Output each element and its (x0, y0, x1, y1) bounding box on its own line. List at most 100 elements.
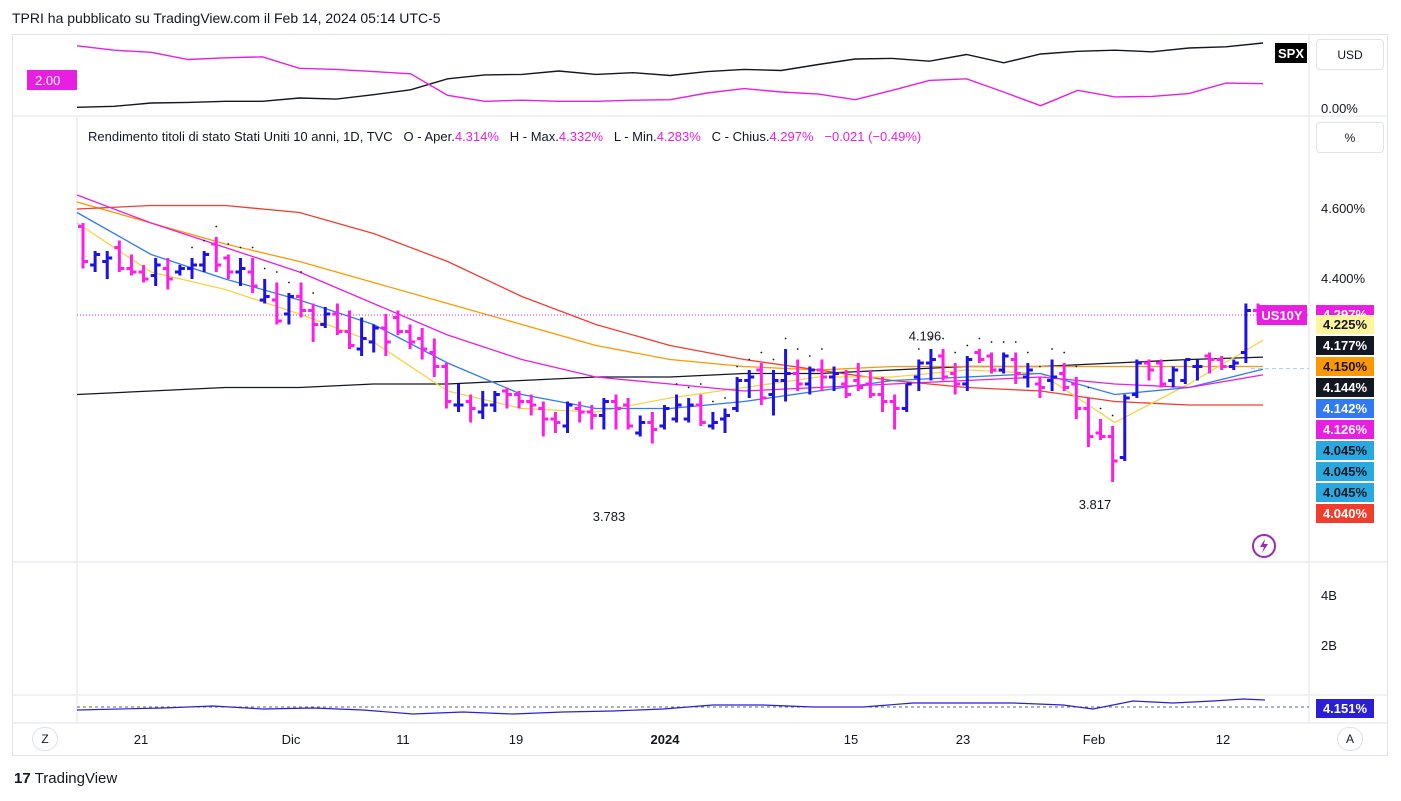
ohlc-bar (938, 349, 949, 381)
line-ema-10 (76, 222, 1264, 424)
ohlc-bar (150, 258, 161, 286)
sar-dot (760, 351, 763, 354)
sar-dot (699, 383, 702, 385)
line-sma-200 (76, 356, 1264, 396)
tradingview-logo-mark: 17 (14, 770, 31, 787)
ohlc-bar (1204, 352, 1215, 374)
extreme-annotation: 3.817 (1079, 497, 1112, 512)
sar-dot (966, 344, 969, 347)
ohlc-bar (296, 282, 307, 318)
ohlc-bar (780, 349, 791, 402)
spx-symbol-badge[interactable]: SPX (1275, 43, 1307, 63)
sar-dot (1111, 414, 1114, 417)
ohlc-bar (744, 370, 755, 398)
svg-text:4.144%: 4.144% (1323, 380, 1368, 395)
volume-tick-4b: 4B (1321, 588, 1337, 603)
ohlc-bar (1047, 359, 1058, 391)
symbol-tag: US10Y (1257, 305, 1307, 326)
indicator-value-label: 4.151% (1316, 699, 1374, 718)
sar-dot (917, 348, 920, 350)
time-axis-label: 23 (955, 732, 971, 747)
ohlc-bar (1192, 359, 1203, 381)
svg-text:4.040%: 4.040% (1323, 506, 1368, 521)
ohlc-bar (501, 387, 512, 409)
ohlc-bar (1131, 359, 1142, 398)
sar-dot (784, 337, 787, 340)
ohlc-bar (102, 251, 113, 279)
legend-open-label: O - Aper. (403, 129, 455, 144)
ohlc-bar (441, 363, 452, 409)
ohlc-bar (465, 394, 476, 423)
price-scale-label: 4.225% (1316, 315, 1374, 334)
line-ema-200 (76, 204, 1263, 406)
ohlc-bar (962, 356, 973, 391)
legend-low-label: L - Min. (613, 129, 657, 144)
ohlc-bar (477, 391, 488, 419)
sar-dot (300, 271, 302, 273)
line-ema-20 (76, 211, 1264, 410)
ohlc-bar (1010, 352, 1021, 384)
ohlc-bar (1228, 359, 1239, 370)
sar-dot (1039, 365, 1041, 368)
ohlc-bar (1240, 303, 1251, 363)
svg-text:4.177%: 4.177% (1323, 338, 1368, 353)
ohlc-bar (610, 394, 621, 430)
sar-dot (796, 348, 799, 350)
ohlc-bar (804, 366, 815, 395)
ohlc-bar (683, 398, 694, 423)
svg-text:4.126%: 4.126% (1323, 422, 1368, 437)
publish-header: TPRI ha pubblicato su TradingView.com il… (12, 10, 441, 26)
ohlc-bar (562, 401, 573, 433)
ohlc-bar (199, 251, 210, 272)
ohlc-bar (986, 352, 997, 374)
sar-dot (1075, 365, 1078, 368)
zoom-button[interactable]: Z (32, 727, 58, 751)
sar-dot (978, 337, 981, 340)
compare-left-badge: 2.00 (27, 70, 77, 90)
ohlc-bar (138, 265, 149, 283)
lightning-icon[interactable] (1251, 533, 1277, 559)
ohlc-bar (574, 401, 585, 423)
sar-dot (1014, 341, 1017, 343)
ohlc-bar (90, 251, 101, 272)
svg-text:4.045%: 4.045% (1323, 485, 1368, 500)
ohlc-bar (732, 377, 743, 412)
time-axis-label: 15 (843, 732, 859, 747)
price-scale-label: 4.045% (1316, 441, 1374, 460)
tradingview-logo[interactable]: 17 TradingView (14, 770, 117, 787)
ohlc-bar (901, 382, 912, 412)
ohlc-bar (308, 303, 319, 342)
sar-dot (821, 348, 823, 350)
ohlc-bar (417, 328, 428, 360)
sar-dot (1063, 351, 1066, 354)
price-scale-label: 4.142% (1316, 399, 1374, 418)
ohlc-bar (114, 240, 125, 272)
chart-legend: Rendimento titoli di stato Stati Uniti 1… (88, 129, 921, 144)
svg-text:4.142%: 4.142% (1323, 401, 1368, 416)
auto-scale-button[interactable]: A (1337, 727, 1363, 751)
sar-dot (675, 383, 678, 385)
sar-dot (275, 271, 278, 273)
ohlc-bar (647, 412, 658, 444)
ohlc-bar (187, 258, 198, 279)
ohlc-bar (538, 401, 549, 437)
ohlc-bar (623, 398, 634, 430)
ohlc-bar (526, 394, 537, 416)
extreme-annotation: 3.783 (593, 509, 626, 524)
ohlc-bar (453, 384, 464, 412)
unit-button[interactable]: % (1316, 122, 1384, 153)
ohlc-bar (598, 398, 609, 430)
ohlc-bar (223, 254, 234, 279)
ohlc-bar (1083, 398, 1094, 447)
time-axis[interactable]: 21 Dic 11 19 2024 15 23 Feb 12 (13, 724, 1387, 755)
spx-compare-line (76, 42, 1264, 108)
ohlc-bar (1071, 377, 1082, 419)
price-scale-label: 4.144% (1316, 378, 1374, 397)
currency-button[interactable]: USD (1316, 39, 1384, 70)
ohlc-bar (514, 391, 525, 409)
ohlc-bar (1168, 366, 1179, 388)
price-pane[interactable]: 4.196 3.783 3.817 US10Y 4.297% 4.225% 4.177% 4… (13, 117, 1387, 563)
ohlc-bar (877, 377, 888, 412)
ohlc-bar (174, 265, 185, 276)
svg-text:4.045%: 4.045% (1323, 464, 1368, 479)
